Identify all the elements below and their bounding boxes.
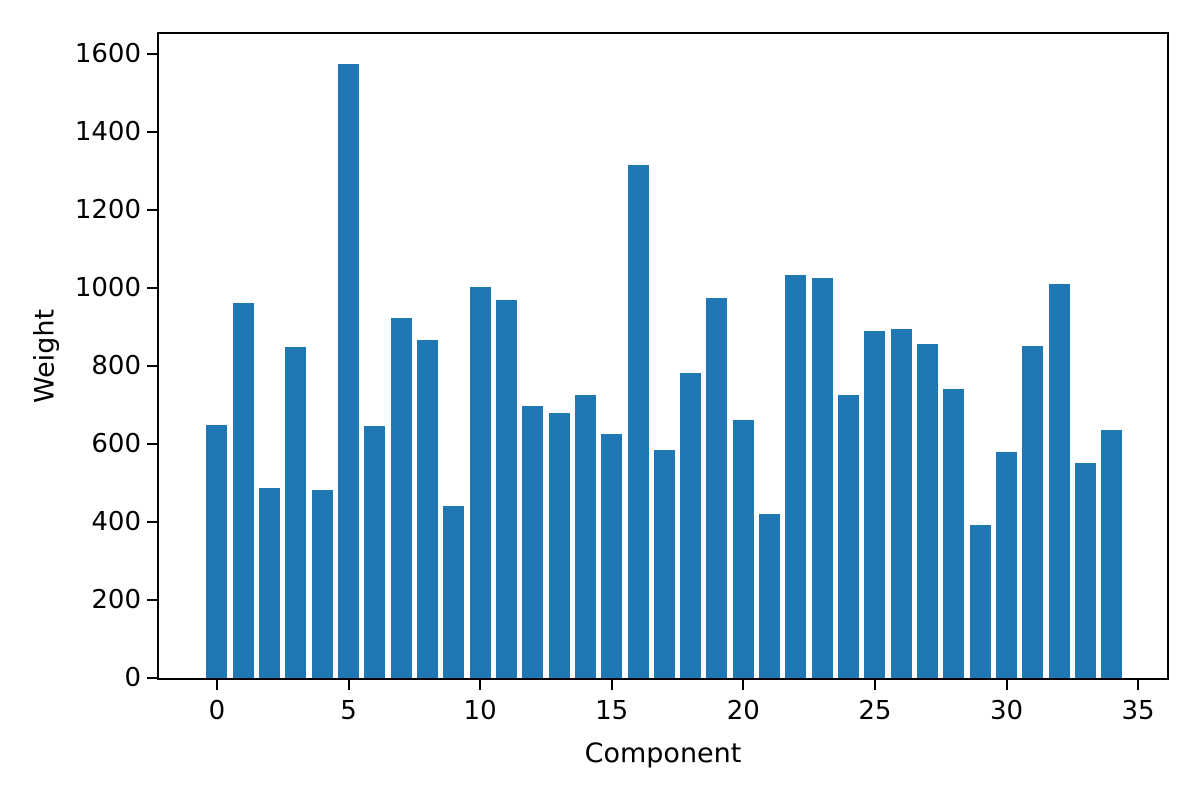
y-tick-label-1400: 1400 bbox=[74, 116, 141, 147]
x-axis-label: Component bbox=[584, 738, 742, 769]
bar-25 bbox=[864, 331, 886, 678]
bar-19 bbox=[706, 297, 728, 678]
bar-13 bbox=[548, 413, 570, 678]
bar-16 bbox=[627, 164, 649, 678]
x-tick-mark-25 bbox=[873, 680, 876, 690]
y-axis-label: Weight bbox=[29, 308, 61, 404]
plot-area bbox=[157, 32, 1169, 680]
y-tick-mark-200 bbox=[147, 598, 157, 601]
y-tick-label-400: 400 bbox=[91, 506, 141, 537]
y-tick-mark-600 bbox=[147, 442, 157, 445]
x-tick-mark-10 bbox=[479, 680, 482, 690]
bar-29 bbox=[969, 525, 991, 678]
x-tick-label-5: 5 bbox=[340, 696, 357, 726]
bar-4 bbox=[311, 489, 333, 678]
x-tick-mark-15 bbox=[610, 680, 613, 690]
bar-9 bbox=[443, 506, 465, 678]
x-tick-label-10: 10 bbox=[463, 696, 497, 726]
y-tick-label-200: 200 bbox=[91, 584, 141, 615]
y-tick-mark-1400 bbox=[147, 130, 157, 133]
x-tick-mark-30 bbox=[1005, 680, 1008, 690]
bar-28 bbox=[943, 389, 965, 678]
bar-18 bbox=[680, 373, 702, 678]
bar-1 bbox=[232, 302, 254, 678]
x-tick-mark-20 bbox=[742, 680, 745, 690]
bar-32 bbox=[1048, 283, 1070, 678]
x-tick-mark-35 bbox=[1137, 680, 1139, 690]
bar-3 bbox=[285, 347, 307, 678]
x-tick-label-0: 0 bbox=[208, 696, 226, 726]
bar-14 bbox=[574, 395, 596, 678]
bar-21 bbox=[759, 514, 781, 678]
bar-2 bbox=[259, 488, 281, 678]
bar-27 bbox=[917, 344, 939, 678]
x-tick-label-20: 20 bbox=[726, 696, 760, 726]
x-tick-label-15: 15 bbox=[595, 696, 629, 726]
x-tick-mark-0 bbox=[215, 680, 218, 690]
bar-23 bbox=[811, 277, 833, 678]
x-tick-label-30: 30 bbox=[989, 696, 1024, 726]
bar-11 bbox=[495, 299, 517, 678]
y-tick-label-1200: 1200 bbox=[74, 194, 141, 225]
bar-12 bbox=[522, 406, 544, 678]
bar-33 bbox=[1074, 462, 1096, 678]
y-tick-mark-0 bbox=[147, 677, 157, 679]
bar-5 bbox=[338, 64, 360, 678]
bar-6 bbox=[364, 425, 386, 678]
x-tick-mark-5 bbox=[347, 680, 350, 690]
bar-26 bbox=[890, 328, 912, 678]
bar-20 bbox=[732, 420, 754, 678]
bar-8 bbox=[416, 340, 438, 678]
y-tick-label-600: 600 bbox=[91, 428, 141, 459]
x-tick-label-25: 25 bbox=[858, 696, 892, 726]
bar-15 bbox=[601, 433, 623, 678]
y-tick-label-0: 0 bbox=[124, 663, 141, 693]
bar-0 bbox=[206, 424, 228, 678]
y-tick-label-1000: 1000 bbox=[74, 272, 141, 303]
bar-17 bbox=[653, 449, 675, 678]
y-tick-mark-400 bbox=[147, 520, 157, 523]
x-tick-label-35: 35 bbox=[1121, 696, 1155, 726]
y-tick-mark-1600 bbox=[147, 52, 157, 55]
bar-31 bbox=[1022, 345, 1044, 678]
y-tick-label-1600: 1600 bbox=[74, 38, 141, 69]
bar-22 bbox=[785, 274, 807, 678]
bar-30 bbox=[995, 451, 1017, 678]
bar-7 bbox=[390, 317, 412, 678]
y-tick-mark-800 bbox=[147, 364, 157, 367]
bar-10 bbox=[469, 286, 491, 678]
y-tick-mark-1000 bbox=[147, 286, 157, 289]
y-tick-mark-1200 bbox=[147, 208, 157, 211]
bar-24 bbox=[838, 395, 860, 678]
bar-34 bbox=[1101, 429, 1123, 678]
